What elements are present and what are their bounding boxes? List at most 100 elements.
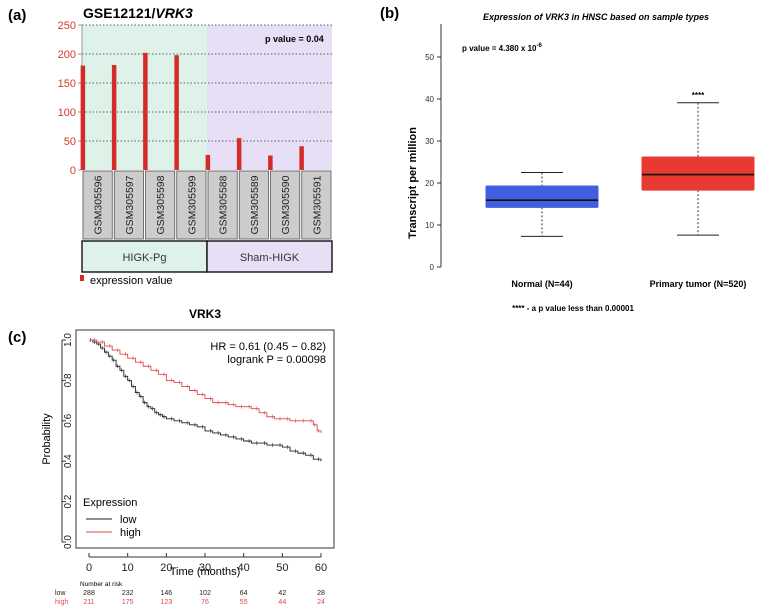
bar-GSM305590	[268, 155, 273, 170]
box-pvalue: p value = 4.380 x 10-6	[462, 43, 542, 53]
x-label-box	[113, 170, 144, 240]
x-label-box	[207, 170, 238, 240]
y-tick-label: 0.0	[63, 535, 74, 549]
km-legend-low: low	[120, 514, 137, 526]
y-tick-label: 250	[58, 20, 76, 32]
risk-value: 123	[160, 599, 172, 606]
group-bg-1	[207, 25, 332, 170]
bar-GSM305598	[143, 52, 148, 171]
bar-x-labels: GSM305596 GSM305597 GSM305598 GSM305599 GSM3…	[82, 170, 332, 240]
y-tick-label: 100	[58, 107, 76, 119]
bar-GSM305591	[299, 146, 304, 170]
risk-value: 64	[240, 590, 248, 597]
x-tick-label: GSM305590	[280, 175, 292, 234]
bar-GSM305588	[205, 154, 211, 170]
km-x-title: Time (months)	[170, 566, 241, 578]
box-footnote: **** - a p value less than 0.00001	[512, 304, 634, 313]
group-label-box	[81, 240, 208, 273]
box-pvalue-text: p value = 4.380 x 10	[462, 44, 537, 53]
km-axes: 0 10 20 30 40 50 60 0.0 0.2 0.4 0.6 0.8 1.0	[61, 333, 327, 574]
x-tick-label: 50	[276, 562, 288, 574]
y-tick-label: 50	[64, 136, 76, 148]
x-tick-label: GSM305589	[249, 175, 261, 234]
panel-c-label: (c)	[8, 329, 26, 346]
y-tick-label: 0.8	[63, 373, 74, 387]
group-label: HIGK-Pg	[122, 252, 166, 264]
risk-value: 42	[278, 590, 286, 597]
risk-header: Number at risk	[80, 581, 123, 588]
x-tick-label: 30	[199, 562, 211, 574]
km-y-title: Probability	[41, 413, 53, 465]
y-tick-label: 20	[425, 179, 434, 188]
panel-a-label: (a)	[8, 7, 26, 24]
km-curve-high	[89, 339, 322, 433]
box-x-label: Primary tumor (N=520)	[650, 279, 747, 289]
bar-GSM305589	[236, 138, 242, 170]
bar-GSM305597	[111, 65, 117, 170]
km-frame	[75, 329, 335, 549]
x-tick-label: GSM305588	[218, 175, 230, 234]
km-title: VRK3	[189, 307, 221, 321]
bars	[80, 52, 304, 171]
risk-value: 146	[160, 590, 172, 597]
x-tick-label: 0	[86, 562, 92, 574]
y-tick-label: 1.0	[63, 333, 74, 347]
y-tick-label: 200	[58, 49, 76, 61]
risk-value: 102	[199, 590, 211, 597]
group-backgrounds	[82, 25, 332, 170]
box-0	[485, 185, 599, 208]
box-chart-title: Expression of VRK3 in HNSC based on samp…	[483, 12, 709, 22]
boxplots	[485, 102, 755, 237]
bar-GSM305599	[174, 55, 179, 170]
bar-title-gene: VRK3	[155, 5, 193, 21]
y-tick-label: 50	[425, 53, 434, 62]
km-curve-low	[89, 339, 322, 462]
km-legend-high: high	[120, 527, 141, 539]
group-label-box	[206, 240, 333, 273]
y-tick-label: 10	[425, 221, 434, 230]
x-tick-label: 40	[238, 562, 250, 574]
x-tick-label: 20	[160, 562, 172, 574]
box-y-axis: 0 10 20 30 40 50	[425, 24, 442, 272]
risk-row-label: high	[55, 599, 68, 606]
risk-value: 55	[240, 599, 248, 606]
x-tick-label: GSM305591	[311, 175, 323, 234]
y-tick-label: 0.6	[63, 413, 74, 427]
risk-value: 44	[278, 599, 286, 606]
x-tick-label: GSM305598	[155, 175, 167, 234]
y-tick-label: 0.2	[63, 494, 74, 508]
bar-pvalue-annotation: p value = 0.04	[265, 34, 324, 44]
box-1	[641, 156, 755, 191]
x-tick-label: GSM305596	[93, 175, 105, 234]
x-label-box	[176, 170, 207, 240]
x-tick-label: 60	[315, 562, 327, 574]
box-pvalue-exp: -6	[537, 43, 543, 49]
bar-GSM305596	[80, 65, 86, 170]
bar-y-axis: 0 50 100 150 200 250	[58, 20, 83, 177]
risk-value: 211	[83, 599, 94, 606]
y-tick-label: 0.4	[63, 454, 74, 468]
group-labels: HIGK-Pg Sham-HIGK	[81, 240, 333, 273]
km-curves	[89, 338, 322, 462]
box-x-labels: Normal (N=44) Primary tumor (N=520)	[511, 279, 746, 289]
km-hr: HR = 0.61 (0.45 − 0.82)	[210, 341, 326, 353]
risk-value: 288	[83, 590, 95, 597]
panel-b-label: (b)	[380, 5, 399, 22]
box-y-title: Transcript per million	[407, 127, 419, 239]
bar-legend-label: expression value	[90, 275, 173, 287]
bar-chart-title: GSE12121/VRK3	[83, 5, 193, 21]
y-tick-label: 40	[425, 95, 434, 104]
km-logrank: logrank P = 0.00098	[227, 354, 326, 366]
y-tick-label: 150	[58, 78, 76, 90]
y-tick-label: 0	[70, 165, 76, 177]
risk-value: 76	[201, 599, 209, 606]
x-label-box	[238, 170, 269, 240]
significance-stars: ****	[692, 91, 705, 100]
x-tick-label: GSM305599	[186, 175, 198, 234]
x-label-box	[270, 170, 301, 240]
risk-row-label: low	[55, 590, 66, 597]
x-label-box	[145, 170, 176, 240]
risk-value: 175	[122, 599, 134, 606]
risk-value: 232	[122, 590, 134, 597]
